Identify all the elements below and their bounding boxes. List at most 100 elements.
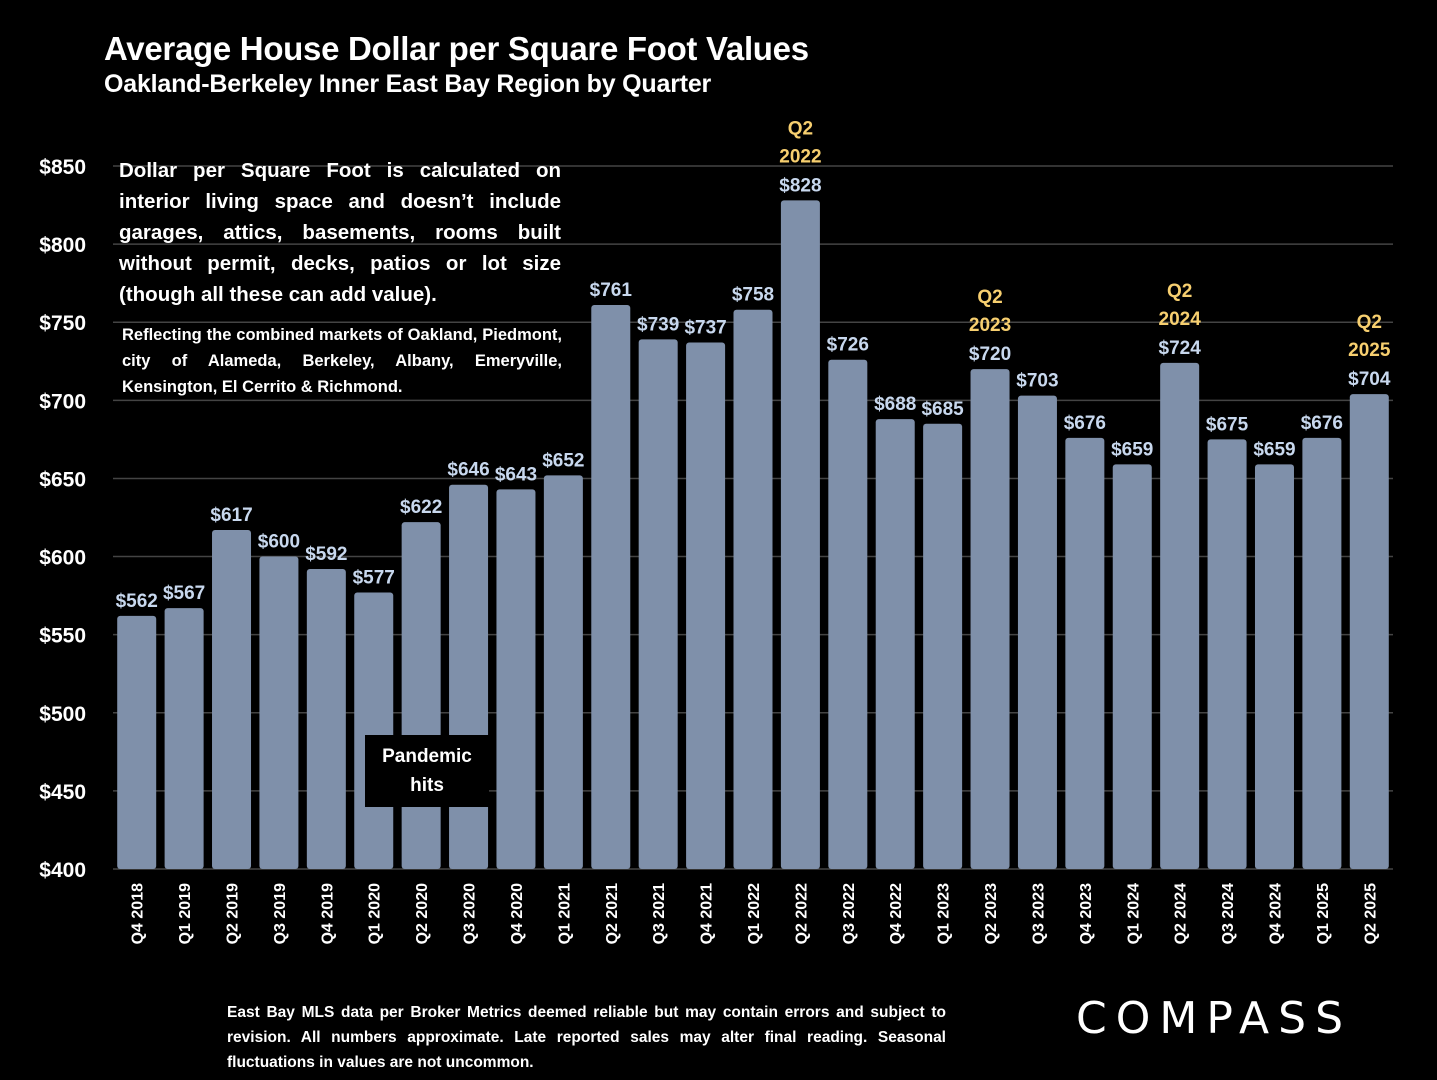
- x-tick-label: Q4 2020: [509, 883, 526, 944]
- x-tick-label: Q2 2021: [604, 883, 621, 944]
- footer-disclaimer: East Bay MLS data per Broker Metrics dee…: [227, 1004, 946, 1071]
- bar: [259, 556, 299, 869]
- bar: [828, 359, 868, 869]
- x-tick-label: Q3 2020: [462, 883, 479, 944]
- bar: [1017, 395, 1057, 869]
- x-tick-label: Q4 2024: [1267, 883, 1284, 944]
- value-label: $828: [779, 175, 821, 196]
- value-label: $617: [210, 505, 252, 526]
- definition-note: Dollar per Square Foot is calculated on …: [119, 159, 561, 306]
- highlight-year: 2024: [1159, 309, 1202, 330]
- bar: [496, 489, 536, 869]
- bar: [543, 475, 583, 869]
- bar: [354, 592, 394, 869]
- value-label: $652: [542, 450, 584, 471]
- x-tick-label: Q3 2021: [651, 883, 668, 944]
- y-axis: $400 $450 $500 $550 $600 $650 $700 $750 $800 $850: [39, 156, 86, 882]
- highlight-year: 2025: [1348, 340, 1391, 361]
- value-label: $676: [1064, 413, 1106, 434]
- bar: [970, 369, 1010, 869]
- value-label: $761: [590, 280, 633, 301]
- value-label: $676: [1301, 413, 1343, 434]
- value-label: $622: [400, 497, 442, 518]
- x-tick-label: Q4 2019: [319, 883, 336, 944]
- bar: [733, 309, 773, 869]
- y-tick-label: $850: [39, 156, 86, 179]
- bar: [212, 529, 252, 869]
- value-label: $704: [1348, 369, 1391, 390]
- x-tick-label: Q3 2019: [272, 883, 289, 944]
- value-label: $720: [969, 344, 1011, 365]
- highlight-year: 2022: [779, 146, 821, 167]
- chart-subtitle: Oakland-Berkeley Inner East Bay Region b…: [104, 70, 712, 98]
- bar: [875, 419, 915, 869]
- compass-logo: COMPASS: [1076, 993, 1352, 1044]
- x-tick-label: Q4 2022: [888, 883, 905, 944]
- bar: [401, 522, 441, 869]
- x-tick-label: Q2 2023: [983, 883, 1000, 944]
- value-labels: $562 $567 $617 $600$592 $577 $622$646 $643$652…: [116, 175, 1391, 612]
- x-tick-label: Q2 2025: [1362, 883, 1379, 944]
- chart-title: Average House Dollar per Square Foot Val…: [104, 30, 809, 67]
- y-tick-label: $650: [39, 468, 86, 491]
- value-label: $737: [684, 318, 726, 339]
- y-tick-label: $550: [39, 625, 86, 648]
- bar: [780, 200, 820, 869]
- y-tick-label: $500: [39, 703, 86, 726]
- x-tick-label: Q3 2023: [1030, 883, 1047, 944]
- x-tick-label: Q4 2023: [1078, 883, 1095, 944]
- value-label: $758: [732, 285, 774, 306]
- pandemic-annotation: Pandemic hits: [365, 735, 489, 807]
- value-label: $643: [495, 464, 537, 485]
- value-label: $577: [353, 567, 395, 588]
- bar: [117, 615, 157, 869]
- x-tick-label: Q2 2024: [1173, 883, 1190, 944]
- value-label: $567: [163, 583, 205, 604]
- bar: [1065, 437, 1105, 869]
- highlight-quarter: Q2: [788, 118, 813, 139]
- x-tick-label: Q2 2020: [414, 883, 431, 944]
- value-label: $659: [1253, 439, 1295, 460]
- x-tick-label: Q1 2025: [1315, 883, 1332, 944]
- value-label: $688: [874, 394, 916, 415]
- highlight-quarter: Q2: [977, 287, 1002, 308]
- value-label: $675: [1206, 414, 1249, 435]
- x-tick-label: Q1 2020: [367, 883, 384, 944]
- x-tick-label: Q1 2024: [1125, 883, 1142, 944]
- x-tick-label: Q4 2021: [699, 883, 716, 944]
- highlight-year: 2023: [969, 315, 1011, 336]
- value-label: $562: [116, 591, 158, 612]
- value-label: $739: [637, 314, 679, 335]
- x-tick-label: Q2 2019: [225, 883, 242, 944]
- y-tick-label: $450: [39, 781, 86, 804]
- bar: [1302, 437, 1342, 869]
- value-label: $600: [258, 532, 300, 553]
- value-label: $659: [1111, 439, 1153, 460]
- bar: [1254, 464, 1294, 869]
- x-tick-label: Q1 2023: [936, 883, 953, 944]
- bar: [923, 423, 963, 869]
- value-label: $724: [1159, 338, 1202, 359]
- y-tick-label: $700: [39, 390, 86, 413]
- x-axis: Q4 2018 Q1 2019 Q2 2019 Q3 2019 Q4 2019 Q1 20…: [130, 883, 1380, 944]
- value-label: $726: [827, 335, 869, 356]
- y-tick-label: $750: [39, 312, 86, 335]
- x-tick-label: Q3 2022: [841, 883, 858, 944]
- bar: [1207, 439, 1247, 869]
- x-tick-label: Q3 2024: [1220, 883, 1237, 944]
- bar: [1112, 464, 1152, 869]
- y-tick-label: $600: [39, 547, 86, 570]
- x-tick-label: Q1 2022: [746, 883, 763, 944]
- x-tick-label: Q1 2021: [556, 883, 573, 944]
- highlight-labels: Q2 2022 Q2 2023 Q2 2024 Q2 2025: [779, 118, 1391, 361]
- x-tick-label: Q2 2022: [793, 883, 810, 944]
- markets-note: Reflecting the combined markets of Oakla…: [122, 326, 562, 396]
- bar: [686, 342, 726, 869]
- bar: [1160, 362, 1200, 869]
- bar: [638, 339, 678, 869]
- value-label: $685: [921, 399, 964, 420]
- bars: [117, 200, 1389, 869]
- y-tick-label: $400: [39, 859, 86, 882]
- highlight-quarter: Q2: [1167, 281, 1192, 302]
- y-tick-label: $800: [39, 234, 86, 257]
